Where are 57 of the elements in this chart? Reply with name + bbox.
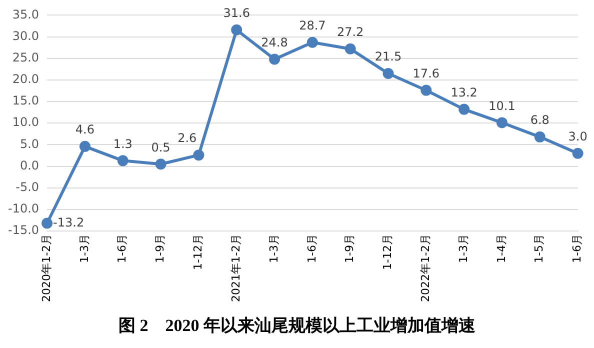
data-label: 2.6 bbox=[178, 131, 197, 146]
x-tick-label: 2020年1-2月 bbox=[40, 234, 53, 302]
x-tick-label: 1-6月 bbox=[570, 234, 584, 264]
x-tick-label: 1-9月 bbox=[154, 234, 167, 264]
y-tick-label: -15.0 bbox=[8, 223, 40, 238]
x-tick-label: 1-9月 bbox=[343, 234, 356, 264]
x-tick-label: 1-12月 bbox=[381, 234, 394, 270]
x-tick-label: 1-4月 bbox=[494, 234, 508, 264]
x-tick-label: 1-6月 bbox=[116, 234, 129, 264]
data-label: 4.6 bbox=[75, 122, 95, 137]
point bbox=[572, 148, 584, 159]
point bbox=[344, 43, 356, 54]
data-label: 1.3 bbox=[113, 136, 132, 151]
x-tick-label: 1-3月 bbox=[78, 234, 91, 264]
point bbox=[42, 218, 53, 229]
data-label: 6.8 bbox=[530, 113, 550, 128]
data-label: 0.5 bbox=[151, 140, 170, 154]
point bbox=[193, 150, 204, 161]
data-label: 24.8 bbox=[261, 35, 288, 50]
data-label: 21.5 bbox=[374, 50, 402, 64]
y-tick-label: -5.0 bbox=[16, 180, 40, 194]
y-tick-label: 20.0 bbox=[12, 72, 40, 86]
y-tick-label: 0.0 bbox=[20, 158, 40, 172]
point bbox=[382, 68, 394, 79]
y-tick-label: 15.0 bbox=[12, 94, 40, 108]
data-label: -13.2 bbox=[53, 215, 84, 230]
text: 图 2 2020 年以来汕尾规模以上工业增加值增速 bbox=[118, 315, 476, 337]
point bbox=[420, 84, 432, 96]
data-label: 3.0 bbox=[568, 129, 588, 144]
point bbox=[458, 104, 470, 115]
y-tick-label: 30.0 bbox=[12, 28, 40, 43]
data-label: 27.2 bbox=[336, 24, 364, 39]
data-label: 17.6 bbox=[412, 66, 440, 80]
x-tick-label: 1-3月 bbox=[267, 234, 280, 264]
data-label: 31.6 bbox=[223, 6, 250, 20]
point bbox=[534, 131, 546, 142]
data-label: 28.7 bbox=[299, 18, 326, 33]
point bbox=[269, 54, 280, 65]
data-label: 10.1 bbox=[488, 98, 516, 113]
point bbox=[231, 24, 242, 36]
x-tick-label: 1-6月 bbox=[305, 234, 318, 264]
point bbox=[306, 36, 318, 48]
data-label: 13.2 bbox=[450, 85, 478, 100]
y-tick-label: 10.0 bbox=[12, 115, 40, 130]
x-tick-label: 2021年1-2月 bbox=[229, 234, 242, 302]
point bbox=[155, 158, 166, 170]
y-tick-label: 35.0 bbox=[12, 7, 40, 22]
y-tick-label: 25.0 bbox=[12, 50, 40, 64]
y-tick-label: -10.0 bbox=[8, 202, 40, 216]
point bbox=[79, 140, 90, 152]
point bbox=[117, 155, 128, 166]
x-tick-label: 2022年1-2月 bbox=[419, 234, 432, 302]
x-tick-label: 1-12月 bbox=[192, 234, 205, 270]
y-tick-label: 5.0 bbox=[20, 136, 40, 151]
x-tick-label: 1-3月 bbox=[456, 234, 470, 264]
point bbox=[496, 117, 508, 128]
x-tick-label: 1-5月 bbox=[532, 234, 546, 264]
